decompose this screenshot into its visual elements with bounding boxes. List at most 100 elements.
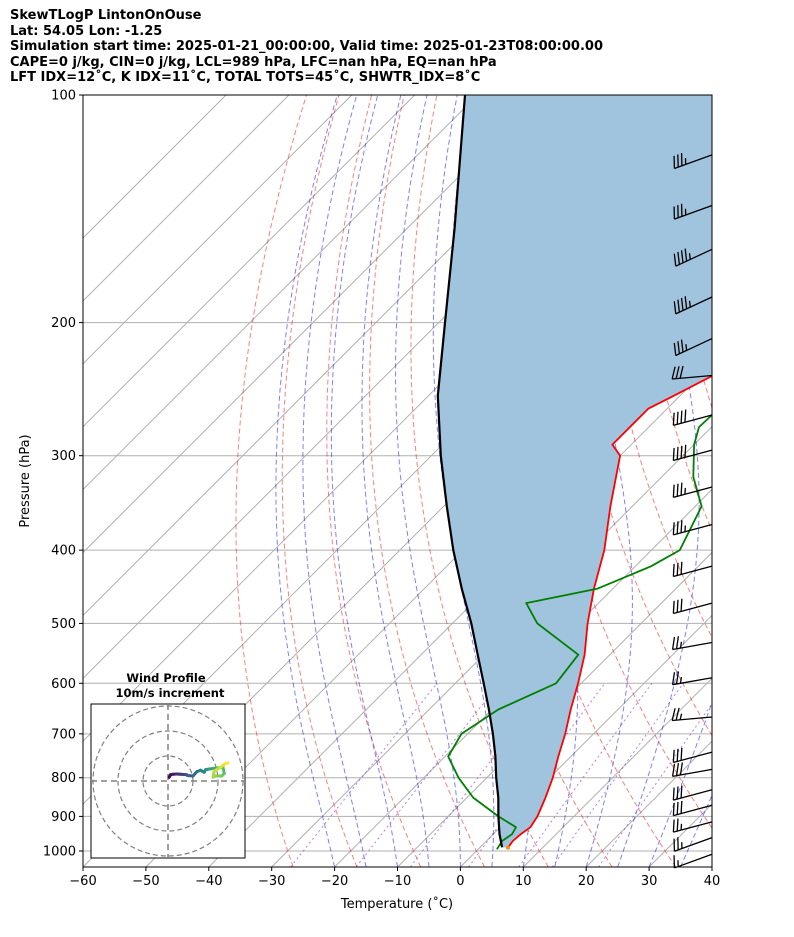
wind-barb xyxy=(673,853,713,869)
barb-flag xyxy=(675,366,680,379)
wind-barb xyxy=(672,747,713,764)
y-tick-label: 1000 xyxy=(43,844,76,859)
barb-flag xyxy=(676,818,679,832)
x-tick-label: −30 xyxy=(258,874,285,889)
x-tick-label: −40 xyxy=(195,874,222,889)
moist-adiabat xyxy=(302,95,367,867)
wind-barb xyxy=(673,153,713,170)
mixing-ratio-line xyxy=(409,682,551,867)
barb-flag xyxy=(672,447,675,461)
barb-shaft xyxy=(674,836,713,852)
surface-marker xyxy=(506,845,511,850)
barb-half-flag xyxy=(679,713,683,720)
barb-flag xyxy=(680,747,683,761)
barb-shaft xyxy=(674,853,713,869)
barb-shaft xyxy=(673,486,713,498)
barb-flag xyxy=(671,672,676,685)
barb-shaft xyxy=(675,296,713,315)
y-tick-label: 200 xyxy=(51,316,76,331)
barb-half-flag xyxy=(688,253,691,260)
wind-barb xyxy=(673,296,713,315)
isotherm xyxy=(83,95,541,554)
barb-half-flag xyxy=(685,344,688,351)
barb-half-flag xyxy=(679,641,683,649)
dry-adiabat xyxy=(369,95,485,867)
x-tick-label: 30 xyxy=(641,874,658,889)
x-tick-label: −20 xyxy=(321,874,348,889)
moist-adiabat xyxy=(361,95,430,867)
barb-flag xyxy=(676,446,679,460)
x-tick-label: 0 xyxy=(456,874,464,889)
moist-adiabat xyxy=(395,95,461,867)
y-tick-label: 100 xyxy=(51,89,76,104)
dry-adiabat xyxy=(730,95,794,867)
x-axis-label: Temperature (˚C) xyxy=(340,896,453,912)
parcel-shaded-area xyxy=(437,95,712,848)
isotherm xyxy=(522,677,712,867)
barb-flag xyxy=(671,366,676,380)
barb-shaft xyxy=(672,677,713,686)
dewpoint-line xyxy=(447,413,712,850)
y-tick-label: 400 xyxy=(51,544,76,559)
moist-adiabat xyxy=(432,95,495,867)
hodograph-inset: Wind Profile 10m/s increment xyxy=(90,671,246,859)
y-tick-label: 300 xyxy=(51,449,76,464)
barb-flag xyxy=(677,341,681,354)
barb-half-flag xyxy=(688,300,691,308)
wind-barb xyxy=(673,203,713,220)
barb-flag xyxy=(680,445,683,459)
barb-flag xyxy=(684,248,688,262)
barb-flag xyxy=(679,762,683,776)
barb-flag xyxy=(671,763,676,777)
barb-shaft xyxy=(672,641,713,651)
y-tick-label: 900 xyxy=(51,810,76,825)
barb-flag xyxy=(684,444,687,458)
barb-flag xyxy=(677,299,681,313)
isotherm xyxy=(83,95,353,365)
wind-barb xyxy=(672,818,713,833)
mixing-ratio-line xyxy=(468,683,606,867)
barb-flag xyxy=(680,250,684,263)
barb-half-flag xyxy=(679,676,683,684)
wind-barb xyxy=(671,636,713,651)
barb-flag xyxy=(672,600,675,614)
barb-shaft xyxy=(673,789,713,801)
barb-flag xyxy=(676,411,679,425)
barb-shaft xyxy=(673,602,713,615)
barb-flag xyxy=(676,521,679,534)
barb-flag xyxy=(675,763,680,776)
barb-shaft xyxy=(673,523,713,536)
wind-barb xyxy=(672,444,713,462)
wind-barbs xyxy=(671,153,713,869)
wind-barb xyxy=(672,800,713,817)
barb-shaft xyxy=(673,821,713,833)
isotherm xyxy=(711,866,712,867)
hodograph-segment xyxy=(224,761,230,765)
barb-flag xyxy=(672,749,675,763)
wind-barb xyxy=(673,248,713,267)
barb-flag xyxy=(676,599,679,613)
wind-barb xyxy=(672,561,713,578)
barb-flag xyxy=(673,301,677,314)
mixing-ratio-line xyxy=(597,702,712,867)
mixing-ratio-line xyxy=(290,682,438,867)
barb-flag xyxy=(671,636,676,650)
dry-adiabat xyxy=(281,95,358,867)
barb-flag xyxy=(680,561,683,575)
barb-flag xyxy=(679,365,684,379)
moist-adiabat xyxy=(648,701,712,867)
wind-barb xyxy=(673,338,713,357)
temperature-line xyxy=(507,374,712,849)
isotherm xyxy=(460,614,712,867)
isotherm xyxy=(83,95,290,302)
isotherm xyxy=(83,95,416,428)
barb-flag xyxy=(676,562,679,576)
x-tick-label: −50 xyxy=(132,874,159,889)
barb-flag xyxy=(676,748,679,762)
mixing-ratio-line xyxy=(551,683,684,867)
isotherm xyxy=(83,95,478,491)
moist-adiabat xyxy=(680,794,712,867)
dry-adiabat xyxy=(235,95,307,867)
barb-flag xyxy=(680,598,683,612)
